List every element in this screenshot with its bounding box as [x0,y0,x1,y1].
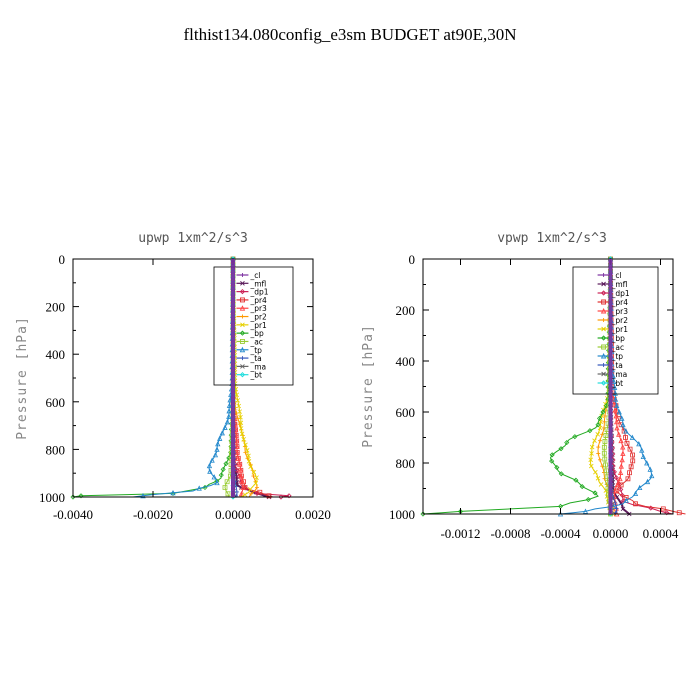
legend-marker [239,297,245,303]
legend-label: _ac [611,343,624,352]
legend-marker [239,305,246,311]
legend-label: _pr3 [249,304,267,313]
legend-marker [600,307,607,314]
legend-label: _pr1 [611,325,629,334]
legend-label: _ac [249,337,262,346]
legend-label: _ma [611,370,628,379]
legend-marker [239,372,246,378]
legend-box [572,266,659,395]
legend-marker [600,380,607,386]
legend-label: _pr4 [611,298,629,307]
legend-box [213,266,294,386]
legend-marker [240,322,245,328]
legend-marker [601,318,606,322]
legend-label: _pr4 [249,296,267,305]
legend-marker [240,314,245,319]
x-tick-label: -0.0004 [540,526,581,541]
legend-label: _tp [611,352,624,361]
legend-marker [601,299,607,305]
legend-marker [601,363,606,367]
y-tick-label: 1000 [39,490,65,505]
legend-label: _mfl [249,279,266,288]
legend-marker [240,273,245,277]
y-tick-label: 200 [46,300,66,315]
legend-label: _cl [249,271,260,280]
y-tick-label: 0 [409,252,416,267]
legend-marker [601,371,606,377]
x-tick-label: 0.0020 [295,507,331,522]
y-tick-label: 600 [396,405,416,420]
y-tick-label: 400 [396,354,416,369]
panel-title: vpwp 1xm^2/s^3 [497,231,607,246]
legend-label: _pr3 [611,307,629,316]
y-tick-label: 0 [59,252,66,267]
figure-title: flthist134.080config_e3sm BUDGET at90E,3… [183,25,516,44]
legend-label: _bp [249,329,264,338]
legend-marker [239,288,246,295]
y-axis-label: Pressure [hPa] [15,316,30,440]
legend-marker [600,290,607,296]
y-tick-label: 1000 [389,507,415,522]
legend-label: _bt [249,371,262,380]
vpwp-panel: vpwp 1xm^2/s^3 Pressure [hPa] 0 200 400 600 80… [361,231,686,541]
x-tick-label: -0.0040 [53,507,93,522]
legend-marker [240,364,245,369]
legend-marker [239,339,245,344]
x-tick-label: 0.0000 [215,507,251,522]
legend-marker [601,326,606,332]
x-tick-label: -0.0020 [133,507,173,522]
x-tick-label: -0.0008 [490,526,530,541]
legend-label: _bt [611,379,624,388]
legend-marker [239,346,246,353]
legend-marker [601,281,606,287]
legend-label: _cl [611,271,622,280]
legend: _cl_mfl_dp1_pr4_pr3_pr2_pr1_bp_ac_tp_ta_… [572,266,659,395]
legend-marker [239,330,246,336]
legend-marker [600,352,607,359]
x-tick-label: 0.0000 [593,526,629,541]
legend-marker [240,356,245,361]
y-tick-label: 800 [396,456,416,471]
legend-marker [601,344,607,350]
y-tick-label: 800 [46,442,66,457]
legend-marker [601,273,606,277]
upwp-panel: upwp 1xm^2/s^3 Pressure [hPa] 0 200 400 600 80… [15,231,331,522]
legend-label: _pr2 [249,313,267,322]
legend: _cl_mfl_dp1_pr4_pr3_pr2_pr1_bp_ac_tp_ta_… [213,266,294,386]
legend-label: _ta [249,354,261,363]
y-tick-label: 600 [46,395,66,410]
x-tick-label: 0.0004 [643,526,679,541]
legend-label: _pr1 [249,321,267,330]
legend-label: _pr2 [611,316,629,325]
legend-label: _dp1 [611,289,630,298]
legend-marker [600,335,607,341]
legend-marker [240,280,245,286]
legend-label: _bp [611,334,626,343]
legend-label: _dp1 [249,288,268,297]
panel-title: upwp 1xm^2/s^3 [138,231,248,246]
y-axis-label: Pressure [hPa] [361,324,376,448]
legend-label: _tp [249,346,262,355]
legend-label: _ta [611,361,623,370]
y-tick-label: 200 [396,303,416,318]
legend-label: _ma [249,362,266,371]
legend-label: _mfl [611,280,628,289]
x-tick-label: -0.0012 [440,526,480,541]
y-tick-label: 400 [46,347,66,362]
